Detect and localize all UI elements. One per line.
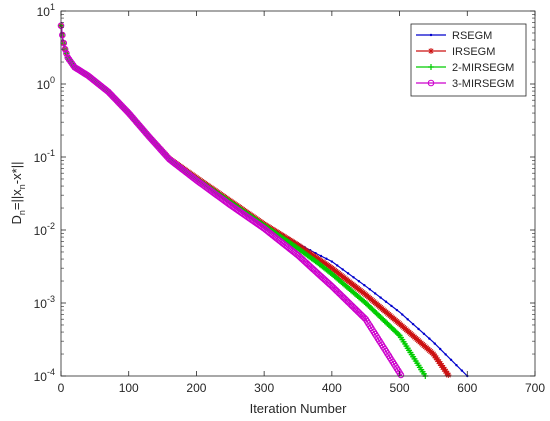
data-point	[445, 372, 452, 379]
series-3-mirsegm	[57, 22, 405, 379]
data-point	[368, 288, 371, 291]
y-tick-label: 10-2	[34, 221, 55, 238]
data-point	[373, 292, 377, 295]
data-point	[455, 363, 458, 367]
data-point	[411, 322, 415, 326]
data-point	[390, 304, 393, 308]
data-point	[325, 257, 328, 260]
data-point	[433, 342, 436, 345]
data-point	[352, 276, 355, 279]
y-tick-label: 10-3	[34, 294, 55, 311]
data-point	[395, 308, 399, 312]
y-axis-label: Dn=||xn-x*||	[9, 162, 27, 225]
plot-frame	[60, 10, 536, 377]
legend-marker	[429, 33, 433, 37]
data-point	[330, 260, 334, 263]
y-tick-label: 101	[37, 2, 55, 19]
x-axis-label: Iteration Number	[250, 401, 347, 416]
y-tick-label: 100	[37, 75, 55, 92]
legend-entry-3-mirsegm: 3-MIRSEGM	[416, 78, 514, 90]
legend: RSEGM IRSEGM 2-MIRSEGM 3-MIRSEGM	[410, 23, 527, 97]
data-point	[444, 353, 447, 356]
data-point	[357, 280, 361, 283]
legend-entry-rsegm: RSEGM	[416, 30, 492, 42]
legend-marker	[427, 79, 435, 87]
x-tick-label: 400	[322, 381, 342, 395]
x-tick-label: 100	[119, 381, 139, 395]
x-tick-label: 700	[525, 381, 545, 395]
x-tick-label: 600	[457, 381, 477, 395]
x-tick-label: 500	[390, 381, 410, 395]
data-point	[460, 369, 464, 372]
legend-entry-2-mirsegm: 2-MIRSEGM	[416, 62, 514, 74]
data-point	[384, 300, 388, 303]
data-point	[406, 318, 409, 321]
data-point	[341, 268, 344, 271]
data-point	[439, 347, 442, 351]
data-point	[336, 264, 339, 267]
x-tick-label: 300	[254, 381, 274, 395]
data-point	[319, 254, 323, 258]
legend-label: 2-MIRSEGM	[452, 62, 514, 74]
legend-box	[410, 23, 527, 97]
y-tick-label: 10-1	[34, 148, 55, 165]
data-point	[379, 296, 382, 299]
data-point	[363, 283, 366, 287]
x-axis: 0 100 200 300 400 500 600 700	[58, 11, 545, 395]
legend-marker	[428, 48, 434, 54]
data-point	[397, 371, 405, 379]
legend-label: IRSEGM	[452, 46, 495, 58]
x-tick-label: 200	[186, 381, 206, 395]
data-point	[346, 272, 350, 275]
legend-entry-irsegm: IRSEGM	[416, 46, 495, 58]
y-tick-label: 10-4	[34, 367, 55, 384]
data-point	[449, 358, 453, 361]
data-point	[63, 50, 70, 57]
x-tick-label: 0	[58, 381, 65, 395]
data-point	[401, 313, 404, 316]
series-layer	[57, 22, 469, 379]
legend-label: RSEGM	[452, 30, 492, 42]
data-point	[422, 332, 426, 336]
legend-label: 3-MIRSEGM	[452, 78, 514, 90]
data-point	[59, 31, 66, 39]
data-point	[428, 337, 431, 340]
data-point	[395, 331, 402, 338]
y-axis: 101 100 10-1 10-2 10-3 10-4	[34, 2, 535, 384]
data-point	[417, 327, 420, 331]
series-line	[60, 25, 403, 377]
legend-marker	[428, 64, 434, 70]
